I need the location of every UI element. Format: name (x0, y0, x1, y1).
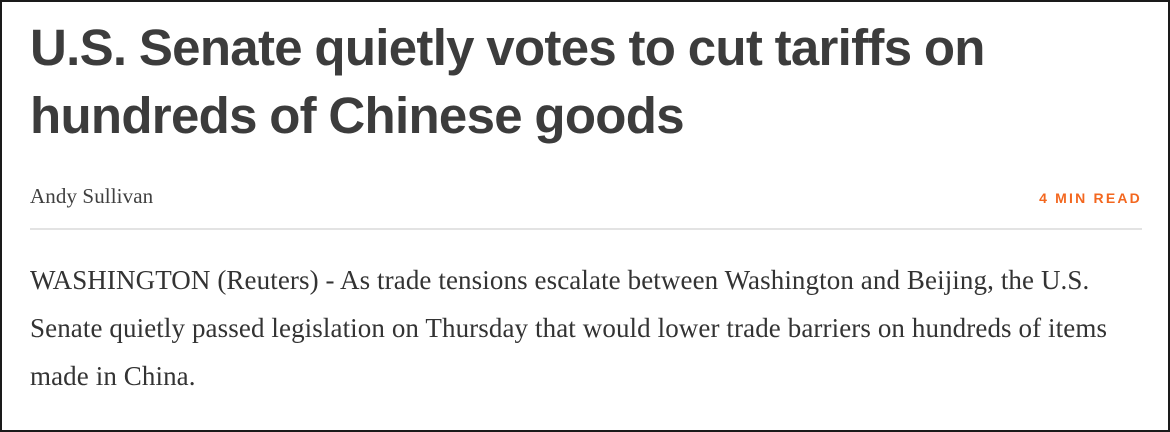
page-title: U.S. Senate quietly votes to cut tariffs… (30, 19, 985, 144)
article-container: U.S. Senate quietly votes to cut tariffs… (30, 2, 1142, 400)
read-time-badge: 4 MIN READ (1039, 190, 1142, 206)
author-name[interactable]: Andy Sullivan (30, 184, 154, 208)
article-paragraph: WASHINGTON (Reuters) - As trade tensions… (30, 265, 1108, 391)
byline: Andy Sullivan 4 MIN READ (30, 186, 1142, 230)
